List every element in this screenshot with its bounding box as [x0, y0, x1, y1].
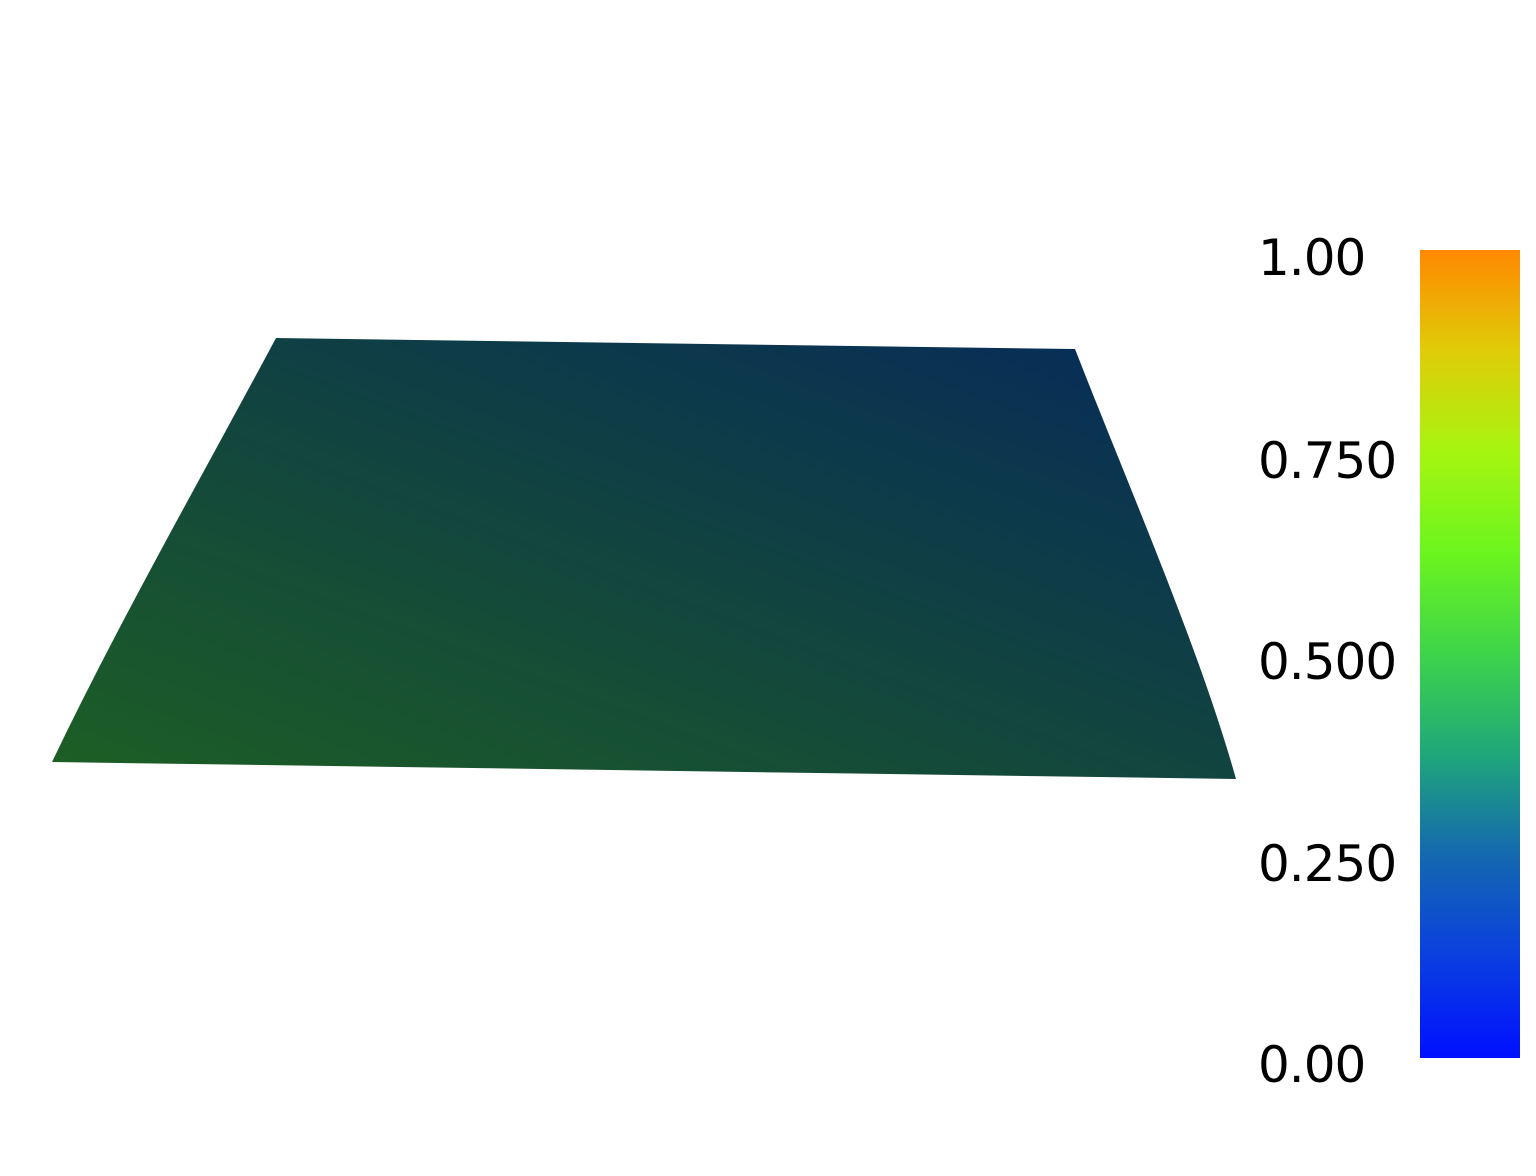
colorbar-tick-label: 0.00: [1258, 1036, 1366, 1094]
colorbar-tick-label: 0.500: [1258, 633, 1397, 691]
colorbar-tick-label: 1.00: [1258, 229, 1366, 287]
color-legend-bar: [1420, 250, 1520, 1058]
colorbar-tick-label: 0.750: [1258, 432, 1397, 490]
colorbar-tick-label: 0.250: [1258, 835, 1397, 893]
surface-plane: [52, 338, 1236, 779]
